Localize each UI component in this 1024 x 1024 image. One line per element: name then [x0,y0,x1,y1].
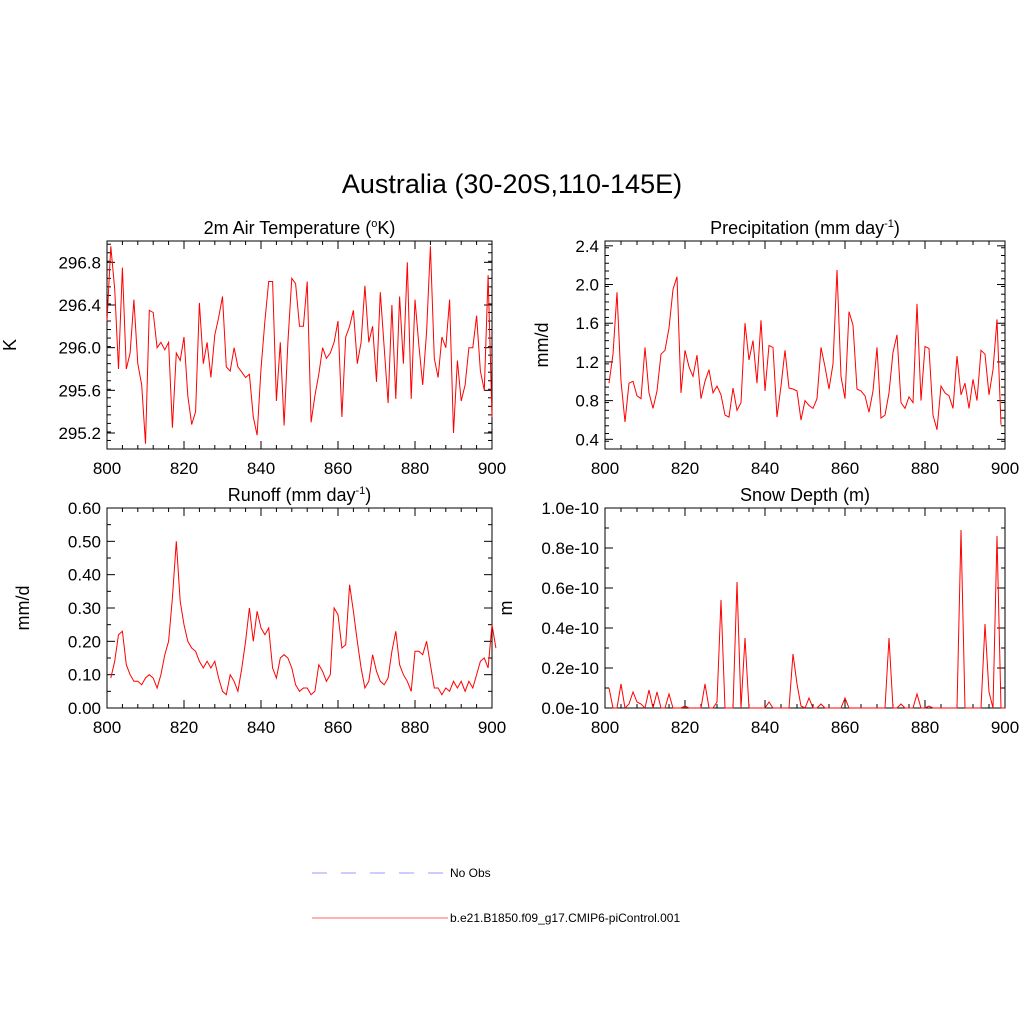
x-tick-label: 820 [671,718,699,737]
y-tick-label: 0.8 [575,392,599,411]
plot-frame [106,507,493,709]
x-tick-label: 820 [170,459,198,478]
y-tick-label: 295.6 [58,381,101,400]
x-tick-label: 840 [247,459,275,478]
x-tick-label: 880 [401,459,429,478]
y-tick-label: 0.8e-10 [541,539,599,558]
x-tick-label: 900 [991,718,1019,737]
panels: 800 820 840 860 880 900 295.2 295.6 296.0 296.4 29… [0,218,1019,737]
series-line-model [608,269,1002,430]
panel-title-main: Snow Depth (m) [740,485,870,505]
panel-title: Snow Depth (m) [740,485,870,505]
panel-title-main: 2m Air Temperature ( [204,218,372,238]
y-tick-label: 2.4 [575,237,599,256]
y-tick-label: 296.0 [58,339,101,358]
figure-title: Australia (30-20S,110-145E) [342,169,682,199]
x-tick-label: 880 [911,459,939,478]
panel-title: Runoff (mm day-1) [228,485,372,505]
y-tick-label: 0.00 [68,699,101,718]
y-tick-label: 0.40 [68,566,101,585]
x-tick-label: 880 [911,718,939,737]
panel-runoff: 800 820 840 860 880 900 0.00 0.10 0.20 0.30 0.40 0.… [13,485,506,737]
legend: No Obs b.e21.B1850.f09_g17.CMIP6-piContr… [312,866,680,925]
x-tick-label: 840 [247,718,275,737]
x-tick-label: 880 [401,718,429,737]
legend-label-no-obs: No Obs [450,866,491,880]
x-tick-label: 800 [93,459,121,478]
y-tick-label: 0.20 [68,632,101,651]
plot-frame [604,240,1006,450]
y-axis-label: K [0,339,20,351]
x-tick-label: 860 [324,718,352,737]
panel-title-main: Runoff (mm day [228,485,356,505]
x-tick-label: 900 [991,459,1019,478]
panel-title-superscript: -1 [355,485,365,497]
x-tick-label: 840 [751,718,779,737]
y-axis-label: mm/d [532,323,552,368]
panel-title-superscript: -1 [884,218,894,230]
y-tick-label: 1.6 [575,314,599,333]
x-tick-label: 820 [671,459,699,478]
plot-frame [604,507,1006,709]
panel-title-suffix: ) [365,485,371,505]
panel-title: Precipitation (mm day-1) [710,218,900,238]
y-axis-label: m [496,601,516,616]
y-tick-label: 296.8 [58,253,101,272]
x-tick-label: 900 [478,718,506,737]
y-tick-label: 295.2 [58,424,101,443]
y-tick-label: 0.10 [68,666,101,685]
y-tick-label: 0.2e-10 [541,659,599,678]
x-tick-label: 800 [591,718,619,737]
y-tick-label: 296.4 [58,296,101,315]
x-tick-label: 800 [591,459,619,478]
y-tick-label: 1.2 [575,353,599,372]
legend-label-model: b.e21.B1850.f09_g17.CMIP6-piControl.001 [450,911,680,925]
x-tick-label: 800 [93,718,121,737]
x-tick-label: 860 [324,459,352,478]
panel-title-superscript: o [371,218,377,230]
series-line-model [110,541,497,696]
panel-temperature: 800 820 840 860 880 900 295.2 295.6 296.0 296.4 29… [0,218,506,478]
plot-frame [106,240,493,450]
x-tick-label: 860 [831,459,859,478]
y-tick-label: 1.0e-10 [541,499,599,518]
panel-title-suffix: K) [377,218,395,238]
y-tick-label: 0.50 [68,532,101,551]
y-tick-label: 0.30 [68,599,101,618]
panel-title: 2m Air Temperature (oK) [204,218,396,238]
y-tick-label: 0.4 [575,430,599,449]
panel-title-suffix: ) [894,218,900,238]
y-tick-label: 2.0 [575,276,599,295]
x-tick-label: 860 [831,718,859,737]
panel-snow-depth: 800 820 840 860 880 900 0.0e-10 0.2e-10 0.4e-10 0… [496,485,1019,737]
x-tick-label: 820 [170,718,198,737]
series-line-model [608,529,1005,710]
y-tick-label: 0.6e-10 [541,579,599,598]
y-tick-label: 0.0e-10 [541,699,599,718]
series-line-model [106,246,493,444]
y-tick-label: 0.60 [68,499,101,518]
x-tick-label: 840 [751,459,779,478]
x-tick-label: 900 [478,459,506,478]
panel-precipitation: 800 820 840 860 880 900 0.4 0.8 1.2 1.6 2.0 2.4 Prec… [532,218,1019,478]
y-tick-label: 0.4e-10 [541,619,599,638]
panel-title-main: Precipitation (mm day [710,218,884,238]
y-axis-label: mm/d [13,586,33,631]
